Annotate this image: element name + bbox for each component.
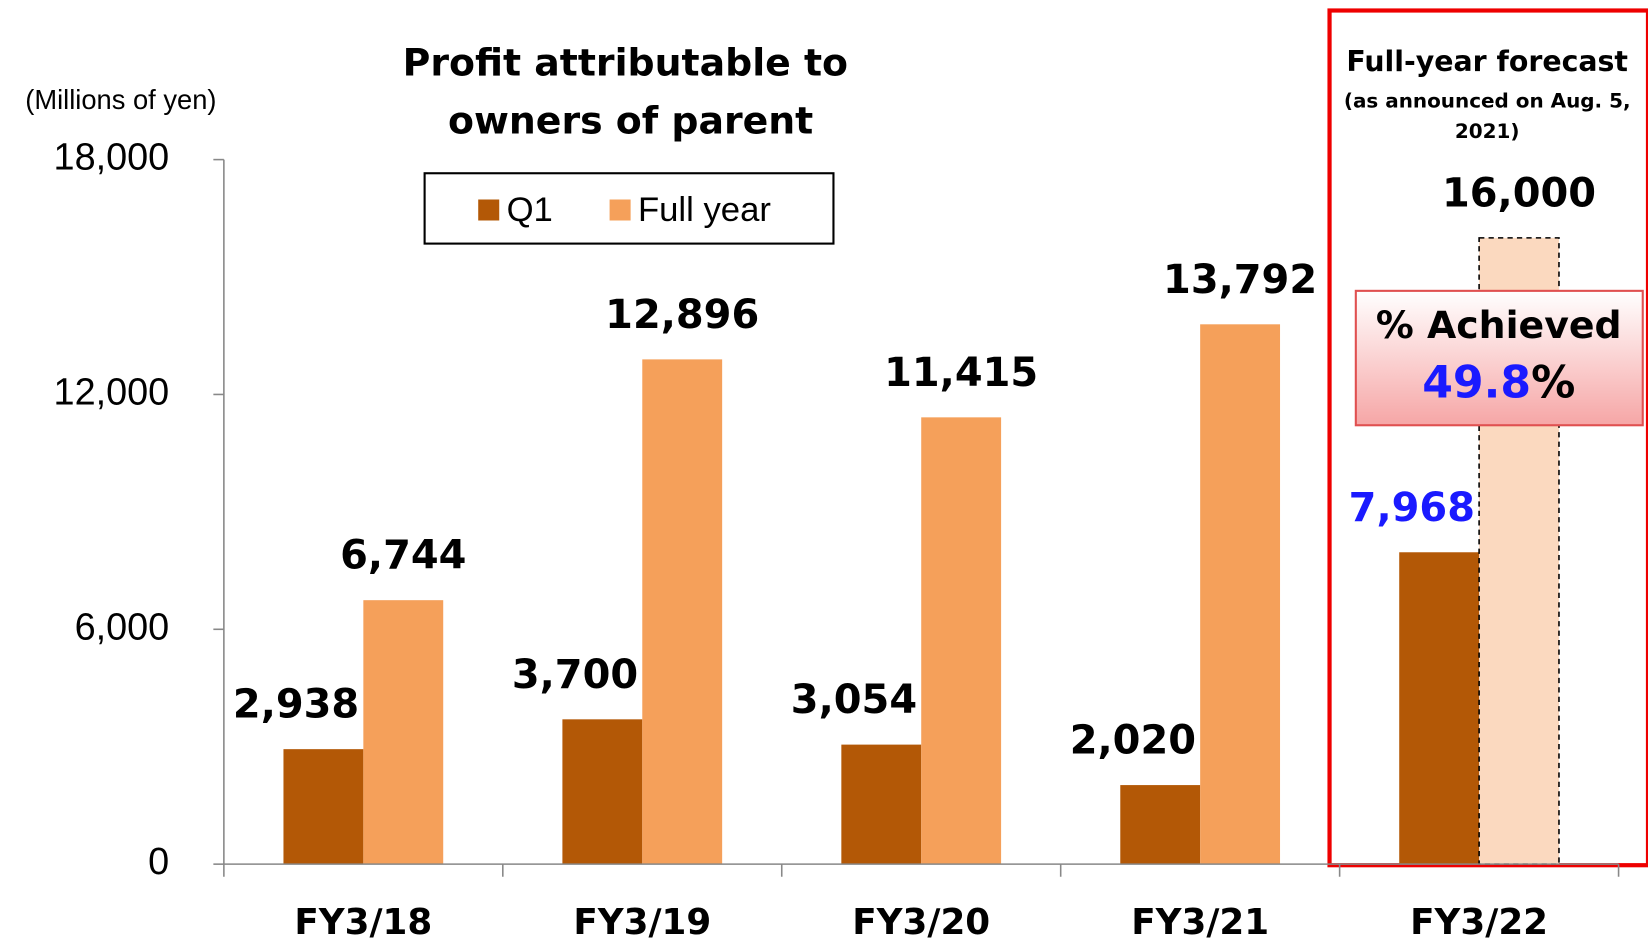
y-tick-label: 12,000	[54, 371, 170, 413]
legend-swatch	[478, 199, 500, 221]
y-tick-label: 6,000	[75, 606, 170, 648]
achieved-number: 49.8	[1422, 357, 1531, 408]
achieved-unit: %	[1531, 357, 1575, 408]
forecast-title: Full-year forecast	[1346, 45, 1628, 78]
bar	[921, 417, 1002, 865]
x-tick-label: FY3/20	[852, 902, 990, 943]
value-label: 6,744	[340, 533, 466, 579]
bar	[1200, 324, 1281, 865]
forecast-frame	[1327, 8, 1648, 868]
achieved-value: 49.8%	[1422, 357, 1575, 408]
value-label: 12,896	[605, 292, 759, 338]
x-tick-label: FY3/19	[573, 902, 711, 943]
chart-title: Profit attributable to	[403, 41, 848, 85]
x-tick-label: FY3/22	[1410, 902, 1548, 943]
value-label: 2,020	[1070, 718, 1196, 764]
value-label: 2,938	[233, 682, 359, 728]
forecast-note: (as announced on Aug. 5,	[1344, 88, 1631, 112]
legend-label: Full year	[638, 191, 771, 229]
chart-title: owners of parent	[448, 98, 813, 142]
bar	[642, 359, 723, 865]
bar	[1120, 785, 1201, 865]
bars: 16,000	[283, 170, 1596, 865]
value-label: 16,000	[1442, 170, 1596, 216]
achieved-title: % Achieved	[1376, 303, 1622, 347]
value-label: 11,415	[884, 350, 1038, 396]
y-tick-label: 18,000	[54, 137, 170, 179]
legend-swatch	[609, 199, 631, 221]
bar	[841, 744, 922, 865]
x-tick-label: FY3/21	[1131, 902, 1269, 943]
achieved-box	[1354, 289, 1644, 427]
y-tick-label: 0	[148, 841, 169, 883]
bar	[283, 749, 364, 865]
value-label: 13,792	[1163, 257, 1317, 303]
bar	[363, 600, 444, 865]
value-label: 3,700	[512, 652, 638, 698]
overlay: % Achieved 49.8% 7,968	[1349, 289, 1644, 531]
bar	[562, 719, 643, 865]
value-label: 3,054	[791, 677, 917, 723]
axis-label: (Millions of yen)	[25, 84, 216, 115]
bar	[1399, 552, 1480, 865]
value-label: 7,968	[1349, 485, 1475, 531]
forecast-note: 2021)	[1455, 119, 1520, 143]
legend-label: Q1	[507, 191, 553, 229]
x-tick-label: FY3/18	[294, 902, 432, 943]
